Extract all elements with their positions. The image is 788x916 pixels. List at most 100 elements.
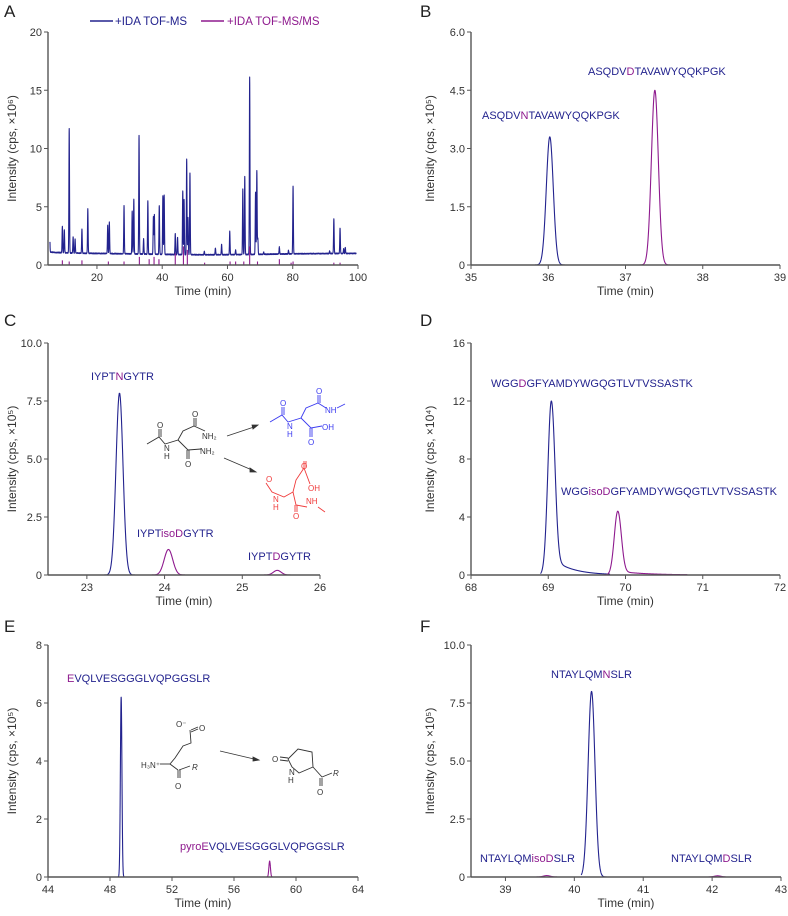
chart-panel-c: 23 24 25 26 0 2.5 5.0 7.5 10.0 Time (min) Intensit… xyxy=(5,338,326,608)
peak-label: pyroEVQLVESGGGLVQPGGSLR xyxy=(180,841,345,853)
x-tick-label: 20 xyxy=(91,272,103,284)
y-tick-label: 8 xyxy=(459,454,465,466)
atom-label: O xyxy=(185,460,191,469)
series-line-1 xyxy=(47,392,321,576)
atom-label: O xyxy=(157,421,163,430)
series-line-2 xyxy=(264,860,275,878)
peak-label-segment: WGG xyxy=(561,486,589,498)
x-tick-label: 23 xyxy=(81,582,93,594)
peak-label-segment: ASQDV xyxy=(588,66,627,78)
peak-label-segment: TAVAWYQQKPGK xyxy=(528,110,620,122)
panel-letter-e: E xyxy=(4,617,15,636)
x-axis-title: Time (min) xyxy=(597,594,654,608)
y-axis-title: Intensity (cps, ×10⁴) xyxy=(423,406,437,513)
peak-label-segment: VQLVESGGGLVQPGGSLR xyxy=(209,841,345,853)
y-tick-label: 4 xyxy=(36,756,42,768)
x-axis-title: Time (min) xyxy=(597,284,654,298)
peak-label: WGGisoDGFYAMDYWGQGTLVTVSSASTK xyxy=(561,486,778,498)
legend-label: +IDA TOF-MS/MS xyxy=(227,16,320,28)
aspartate-structure xyxy=(265,461,326,513)
reaction-arrow-e xyxy=(219,750,261,762)
y-tick-label: 20 xyxy=(30,27,42,39)
panel-letter-f: F xyxy=(420,617,430,636)
y-tick-label: 0 xyxy=(36,872,42,884)
chart-panel-d: 68 69 70 71 72 0 4 8 12 16 Time (min) Intensity (cp… xyxy=(423,338,786,608)
x-tick-label: 40 xyxy=(568,884,580,896)
x-tick-label: 42 xyxy=(706,884,718,896)
peak-label-segment: D xyxy=(519,378,527,390)
peak-label-segment: isoD xyxy=(589,486,611,498)
peak-label-segment: GFYAMDYWGQGTLVTVSSASTK xyxy=(611,486,778,498)
atom-label: O xyxy=(199,724,205,733)
x-tick-label: 37 xyxy=(619,272,631,284)
peak-label-segment: N xyxy=(115,371,123,383)
y-tick-label: 10.0 xyxy=(21,338,42,350)
x-tick-label: 38 xyxy=(697,272,709,284)
series-line-1 xyxy=(49,76,357,256)
chart-panel-b: 35 36 37 38 39 0 1.5 3.0 4.5 6.0 Time (min) Intensi… xyxy=(423,27,786,298)
peak-label-segment: SLR xyxy=(554,853,575,865)
glutamate-labels: O⁻ O H₃N⁺ O R xyxy=(141,720,205,791)
x-tick-label: 100 xyxy=(349,272,367,284)
peak-label-segment: E xyxy=(67,673,74,685)
y-axis-title: Intensity (cps, ×10⁵) xyxy=(5,406,19,513)
y-axis-title: Intensity (cps, ×10⁵) xyxy=(423,95,437,202)
x-tick-label: 69 xyxy=(542,582,554,594)
peak-label-segment: SLR xyxy=(611,669,632,681)
atom-label: OH xyxy=(308,484,320,493)
x-axis-title: Time (min) xyxy=(598,896,655,910)
peak-label: IYPTDGYTR xyxy=(248,551,311,563)
y-tick-label: 4.5 xyxy=(450,85,465,97)
atom-label: NH xyxy=(325,406,337,415)
x-tick-label: 41 xyxy=(637,884,649,896)
y-tick-label: 15 xyxy=(30,85,42,97)
atom-label: H xyxy=(287,430,293,439)
panel-letter-d: D xyxy=(420,311,432,330)
peak-label-segment: NTAYLQM xyxy=(671,853,723,865)
series-line-1 xyxy=(524,136,596,266)
y-tick-label: 10.0 xyxy=(444,640,465,652)
atom-label: N xyxy=(164,444,170,453)
atom-label: H₃N⁺ xyxy=(141,761,160,770)
x-tick-label: 36 xyxy=(542,272,554,284)
peak-label-segment: VQLVESGGGLVQPGGSLR xyxy=(74,673,210,685)
atom-label: H xyxy=(288,776,294,785)
atom-label: O xyxy=(192,410,198,419)
atom-label: O xyxy=(175,782,181,791)
peak-label-segment: GFYAMDYWGQGTLVTVSSASTK xyxy=(526,378,693,390)
atom-label: OH xyxy=(322,423,334,432)
y-axis-title: Intensity (cps, ×10⁶) xyxy=(5,95,19,202)
x-tick-label: 52 xyxy=(166,884,178,896)
chart-panel-a: 20 40 60 80 100 0 5 10 15 20 Time (min) Intensity (… xyxy=(5,16,367,298)
atom-label: H xyxy=(273,503,279,512)
atom-label: N xyxy=(273,495,279,504)
y-tick-label: 4 xyxy=(459,512,465,524)
x-tick-label: 68 xyxy=(465,582,477,594)
x-axis-title: Time (min) xyxy=(175,896,232,910)
y-tick-label: 7.5 xyxy=(27,396,42,408)
y-tick-label: 2 xyxy=(36,814,42,826)
peak-label: IYPTisoDGYTR xyxy=(137,528,214,540)
y-tick-label: 6 xyxy=(36,698,42,710)
pyroglutamate-structure xyxy=(279,748,333,786)
x-tick-label: 39 xyxy=(774,272,786,284)
isoaspartate-labels: O N H O NH OH O xyxy=(280,387,337,447)
atom-label: O xyxy=(317,788,323,797)
y-tick-label: 16 xyxy=(453,338,465,350)
x-tick-label: 35 xyxy=(465,272,477,284)
y-axis-title: Intensity (cps, ×10⁵) xyxy=(5,708,19,815)
peak-label-segment: WGG xyxy=(491,378,519,390)
peak-label-segment: isoD xyxy=(161,528,183,540)
y-tick-label: 5.0 xyxy=(450,756,465,768)
y-tick-label: 0 xyxy=(36,260,42,272)
x-tick-label: 70 xyxy=(619,582,631,594)
x-tick-label: 43 xyxy=(775,884,787,896)
x-axis-title: Time (min) xyxy=(156,594,213,608)
atom-label: O xyxy=(280,399,286,408)
peak-label-segment: GYTR xyxy=(183,528,214,540)
x-tick-label: 39 xyxy=(499,884,511,896)
peak-label-segment: SLR xyxy=(731,853,752,865)
x-tick-label: 60 xyxy=(290,884,302,896)
series-line-1 xyxy=(580,690,610,878)
